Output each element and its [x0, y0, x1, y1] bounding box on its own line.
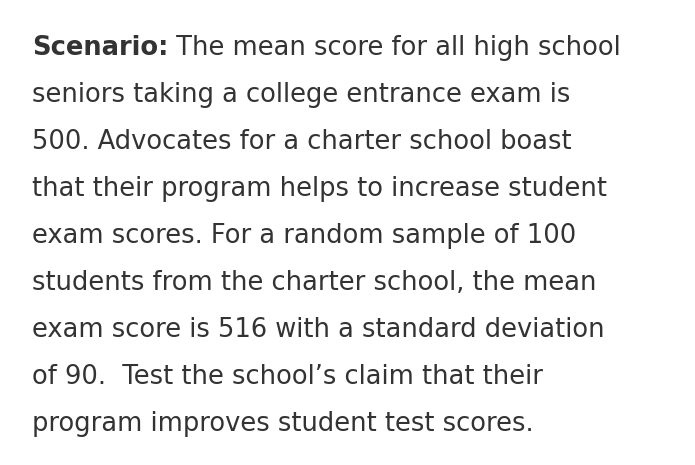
Text: exam scores. For a random sample of 100: exam scores. For a random sample of 100	[32, 223, 576, 249]
Text: students from the charter school, the mean: students from the charter school, the me…	[32, 270, 596, 296]
Text: 500. Advocates for a charter school boast: 500. Advocates for a charter school boas…	[32, 129, 571, 155]
Text: Scenario:: Scenario:	[32, 35, 168, 61]
Text: program improves student test scores.: program improves student test scores.	[32, 411, 534, 437]
Text: exam score is 516 with a standard deviation: exam score is 516 with a standard deviat…	[32, 317, 605, 343]
Text: seniors taking a college entrance exam is: seniors taking a college entrance exam i…	[32, 82, 571, 108]
Text: of 90.  Test the school’s claim that their: of 90. Test the school’s claim that thei…	[32, 364, 543, 390]
Text: The mean score for all high school: The mean score for all high school	[168, 35, 621, 61]
Text: that their program helps to increase student: that their program helps to increase stu…	[32, 176, 607, 202]
